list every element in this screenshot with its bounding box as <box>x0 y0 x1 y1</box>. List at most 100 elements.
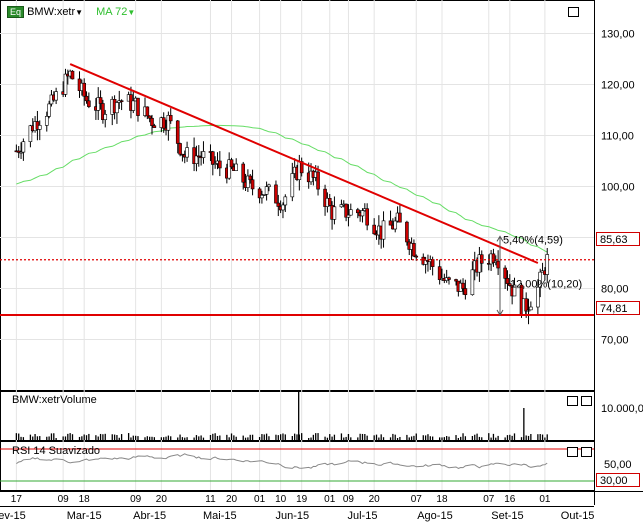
candle-body <box>414 255 419 258</box>
month-tick: Out-15 <box>561 510 595 522</box>
volume-close-icon[interactable] <box>581 396 592 406</box>
candle-body <box>262 194 267 196</box>
price-axis: 130,00120,00110,00100,0090,0080,0070,001… <box>601 29 643 472</box>
chart-header: Eq BMW:xetr▼ MA 72▼ <box>7 6 135 18</box>
candle-body <box>479 254 484 264</box>
price-panel-frame <box>0 0 595 391</box>
day-tick: 01 <box>539 494 551 505</box>
candle-body <box>234 163 238 171</box>
candle-body <box>47 103 51 117</box>
candle-body <box>241 163 246 183</box>
candle-body <box>503 267 507 279</box>
symbol-dropdown-icon[interactable]: ▼ <box>75 8 84 17</box>
price-tick: 70,00 <box>601 335 629 347</box>
candle-body <box>398 212 402 223</box>
candle-body <box>19 151 23 154</box>
day-tick: 07 <box>483 494 495 505</box>
rsi-line <box>0 448 594 482</box>
candle-body <box>344 203 348 218</box>
ma-label[interactable]: MA 72 <box>96 6 128 18</box>
price-tick: 120,00 <box>601 80 635 92</box>
price-tick: 80,00 <box>601 284 629 296</box>
candle-body <box>131 100 136 111</box>
candle-body <box>405 221 409 243</box>
ma-line <box>16 124 548 253</box>
candle-body <box>281 204 285 211</box>
candle-body <box>166 115 171 131</box>
upper-pct-annotation: 5,40%(4,59) <box>503 234 563 246</box>
month-tick: Set-15 <box>491 510 523 522</box>
candle-body <box>246 175 250 188</box>
day-tick: 18 <box>79 494 91 505</box>
day-tick: 20 <box>369 494 381 505</box>
rsi-title: RSI 14 Suavizado <box>12 445 101 457</box>
candle-body <box>470 269 475 296</box>
candle-body <box>227 159 231 179</box>
candle-body <box>339 204 344 208</box>
panel-frames <box>0 0 643 505</box>
candle-body <box>194 155 199 164</box>
grid-lines <box>0 0 594 490</box>
day-tick: 09 <box>343 494 355 505</box>
day-tick: 17 <box>11 494 23 505</box>
candle-body <box>545 254 550 275</box>
month-tick: Jul-15 <box>347 510 377 522</box>
candle-body <box>267 184 271 187</box>
month-tick: Mai-15 <box>203 510 237 522</box>
day-tick: 20 <box>156 494 168 505</box>
time-axis: 17 09 18 09 20 11 20 01 10 19 01 09 20 07 18 07 16 01 ev-1… <box>0 494 594 522</box>
overlays: 5,40%(4,59) 12,00%(10,20) <box>0 63 594 316</box>
day-tick: 07 <box>411 494 423 505</box>
candle-body <box>229 159 234 168</box>
price-tick: 100,00 <box>601 182 635 194</box>
candle-body <box>136 97 140 116</box>
day-tick: 10 <box>275 494 287 505</box>
candle-body <box>54 91 58 101</box>
month-tick: Ago-15 <box>417 510 452 522</box>
month-tick: ev-15 <box>0 510 26 522</box>
candle-body <box>152 125 157 128</box>
candle-body <box>98 97 103 104</box>
candle-body <box>213 163 217 165</box>
price-tick: 130,00 <box>601 29 635 41</box>
rsi-minimize-icon[interactable] <box>567 447 578 457</box>
lower-pct-annotation: 12,00%(10,20) <box>510 278 582 290</box>
candle-body <box>70 70 75 80</box>
candle-body <box>147 115 152 119</box>
ma-dropdown-icon[interactable]: ▼ <box>127 8 136 17</box>
candle-body <box>211 151 215 165</box>
candle-body <box>388 220 393 226</box>
candle-body <box>412 243 416 257</box>
volume-minimize-icon[interactable] <box>567 396 578 406</box>
candle-body <box>201 151 206 158</box>
candle-body <box>257 188 262 199</box>
candle-body <box>360 210 365 217</box>
candle-body <box>168 115 173 122</box>
eq-icon[interactable]: Eq <box>7 6 25 18</box>
candle-body <box>161 117 166 129</box>
rsi-close-icon[interactable] <box>581 447 592 457</box>
candle-body <box>37 125 42 130</box>
candle-body <box>346 214 351 218</box>
candle-body <box>119 100 124 102</box>
candle-body <box>381 220 386 240</box>
rsi-tick: 50,00 <box>604 459 632 471</box>
candle-body <box>101 103 105 121</box>
candle-body <box>491 253 496 263</box>
volume-title: BMW:xetrVolume <box>12 394 97 406</box>
maximize-icon[interactable] <box>568 7 579 17</box>
candle-body <box>447 277 451 280</box>
day-tick: 18 <box>436 494 448 505</box>
candle-body <box>264 186 269 195</box>
measure-arrow-head <box>496 309 504 316</box>
symbol-label[interactable]: BMW:xetr <box>27 6 76 18</box>
candle-body <box>178 143 182 155</box>
candle-body <box>372 224 376 235</box>
day-tick: 19 <box>296 494 308 505</box>
candle-body <box>44 116 49 126</box>
candle-body <box>185 147 189 158</box>
candle-body <box>218 160 222 169</box>
candles <box>14 68 550 325</box>
candle-body <box>538 271 543 288</box>
